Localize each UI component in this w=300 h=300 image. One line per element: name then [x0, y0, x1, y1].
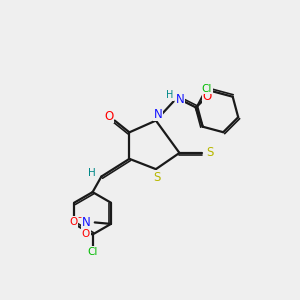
- Text: H: H: [166, 90, 174, 100]
- Text: O: O: [82, 229, 90, 238]
- Text: N: N: [82, 216, 90, 229]
- Text: Cl: Cl: [87, 247, 98, 257]
- Text: -: -: [77, 212, 81, 222]
- Text: S: S: [154, 171, 161, 184]
- Text: Cl: Cl: [202, 84, 212, 94]
- Text: N: N: [176, 93, 184, 106]
- Text: N: N: [154, 108, 162, 121]
- Text: H: H: [88, 168, 96, 178]
- Text: O: O: [203, 91, 212, 103]
- Text: O: O: [104, 110, 113, 123]
- Text: O: O: [69, 217, 78, 227]
- Text: S: S: [206, 146, 214, 159]
